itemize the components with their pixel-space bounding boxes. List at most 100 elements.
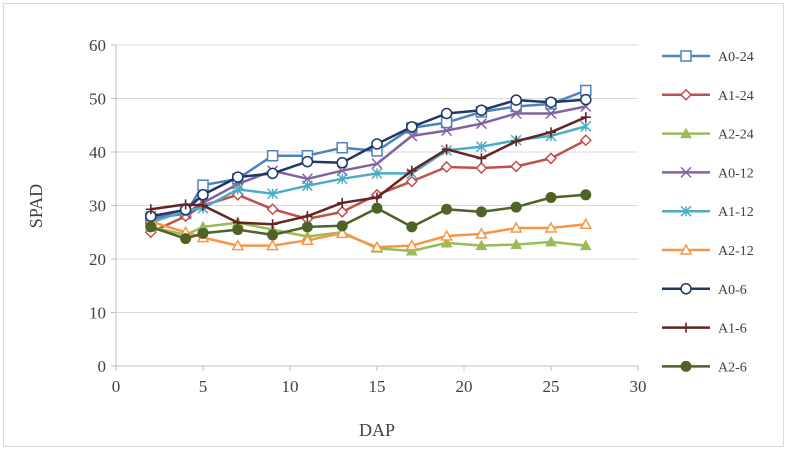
data-point-a2-6 — [232, 224, 244, 236]
legend-marker-a1-6 — [681, 322, 691, 333]
legend-entry-a2-12: A2-12 — [662, 243, 754, 259]
data-point-a1-6 — [511, 136, 522, 147]
data-point-a0-12 — [510, 107, 522, 120]
data-point-a1-6 — [267, 219, 278, 230]
legend-marker-a2-24 — [680, 127, 692, 139]
data-point-a1-6 — [302, 211, 313, 222]
y-tick-label: 60 — [89, 36, 106, 55]
data-point-a2-6 — [197, 227, 209, 239]
data-point-a0-6 — [406, 121, 418, 133]
data-point-a1-6 — [372, 192, 382, 203]
y-tick-label: 0 — [98, 357, 107, 376]
data-point-a0-6 — [475, 104, 488, 117]
data-point-a1-12 — [336, 173, 348, 185]
data-point-a0-6 — [510, 94, 522, 106]
y-tick-label: 40 — [89, 143, 106, 162]
series-line-a0-6 — [150, 98, 586, 218]
data-point-a1-24 — [579, 134, 592, 147]
x-axis-title: DAP — [359, 420, 395, 440]
data-point-a1-24 — [544, 152, 558, 165]
data-point-a0-6 — [336, 156, 348, 169]
legend-marker-a0-6 — [680, 283, 692, 295]
data-point-a1-6 — [441, 144, 452, 155]
data-point-a2-6 — [475, 206, 487, 218]
data-point-a2-6 — [545, 191, 557, 203]
data-point-a0-6 — [371, 138, 383, 150]
data-point-a0-6 — [301, 155, 314, 168]
series-line-a1-6 — [150, 116, 587, 226]
data-point-a0-6 — [440, 107, 453, 120]
legend-marker-a0-12 — [680, 166, 692, 178]
data-point-a1-6 — [476, 153, 487, 164]
data-point-a1-6 — [580, 112, 591, 123]
x-tick-label: 10 — [282, 377, 299, 396]
legend-label-a2-24: A2-24 — [718, 128, 754, 143]
data-point-a2-12 — [475, 227, 488, 239]
y-tick-label: 20 — [89, 250, 106, 269]
data-point-a0-12 — [406, 130, 418, 142]
legend-label-a1-6: A1-6 — [718, 322, 747, 337]
x-tick-label: 5 — [199, 377, 208, 396]
data-point-a2-24 — [545, 235, 557, 247]
data-point-a0-12 — [475, 118, 487, 130]
data-point-a2-24 — [579, 239, 592, 251]
legend-marker-a1-12 — [680, 205, 692, 217]
data-point-a2-12 — [231, 239, 245, 251]
data-point-a2-24 — [440, 236, 453, 248]
legend-entry-a1-6: A1-6 — [662, 322, 747, 337]
data-point-a1-24 — [440, 160, 453, 174]
data-point-a2-12 — [509, 221, 523, 233]
legend-entry-a2-6: A2-6 — [662, 360, 747, 375]
x-tick-label: 30 — [630, 377, 647, 396]
legend-label-a2-12: A2-12 — [718, 244, 754, 259]
data-point-a1-12 — [232, 183, 244, 195]
legend-label-a0-12: A0-12 — [718, 166, 754, 181]
gridlines — [116, 44, 638, 313]
data-point-a2-12 — [301, 233, 314, 246]
data-point-a2-12 — [335, 226, 349, 239]
data-point-a0-12 — [371, 158, 383, 170]
legend: A0-24 A1-24 A2-24 A0-12 A1-12 A2-12 A0-6 A1-6 A2… — [662, 50, 754, 375]
data-point-a0-24 — [266, 149, 279, 162]
series-a2-12 — [144, 215, 593, 252]
legend-marker-a2-12 — [679, 243, 693, 255]
data-point-a1-12 — [371, 167, 383, 179]
data-point-a2-6 — [406, 221, 418, 233]
axes — [111, 44, 639, 371]
data-point-a1-6 — [180, 199, 191, 210]
x-tick-label: 25 — [543, 377, 560, 396]
legend-marker-a0-24 — [680, 50, 692, 62]
data-point-a2-6 — [180, 233, 192, 245]
series-line-a0-24 — [150, 89, 587, 221]
y-axis-title: SPAD — [26, 184, 46, 228]
series-a1-6 — [145, 112, 591, 230]
legend-entry-a1-24: A1-24 — [662, 88, 754, 104]
x-tick-label: 0 — [112, 377, 121, 396]
y-tick-label: 10 — [89, 304, 106, 323]
series-a2-6 — [145, 189, 592, 245]
data-point-a1-24 — [266, 203, 279, 216]
series-line-a2-6 — [150, 193, 586, 240]
data-point-a2-24 — [405, 244, 418, 256]
legend-entry-a2-24: A2-24 — [662, 127, 754, 143]
data-point-a0-12 — [441, 125, 453, 137]
data-point-a1-12 — [301, 180, 313, 192]
data-point-a0-6 — [580, 93, 592, 106]
data-point-a1-12 — [580, 120, 592, 132]
data-point-a1-24 — [336, 205, 349, 218]
y-tick-label: 50 — [89, 90, 106, 109]
data-point-a1-6 — [145, 204, 156, 215]
legend-label-a1-24: A1-24 — [718, 89, 754, 104]
data-point-a2-24 — [510, 238, 523, 250]
legend-label-a2-6: A2-6 — [718, 360, 747, 375]
data-point-a2-6 — [301, 221, 313, 233]
data-point-a1-6 — [406, 165, 417, 176]
data-point-a2-24 — [475, 239, 488, 251]
legend-label-a0-6: A0-6 — [718, 283, 747, 298]
legend-entry-a0-24: A0-24 — [662, 50, 754, 65]
series-lines — [144, 84, 593, 256]
x-tick-label: 15 — [369, 377, 386, 396]
data-point-a2-12 — [440, 229, 453, 241]
tick-labels: 0 10 20 30 40 50 60 0 5 10 15 20 25 30 — [89, 36, 647, 396]
data-point-a2-12 — [405, 239, 419, 251]
